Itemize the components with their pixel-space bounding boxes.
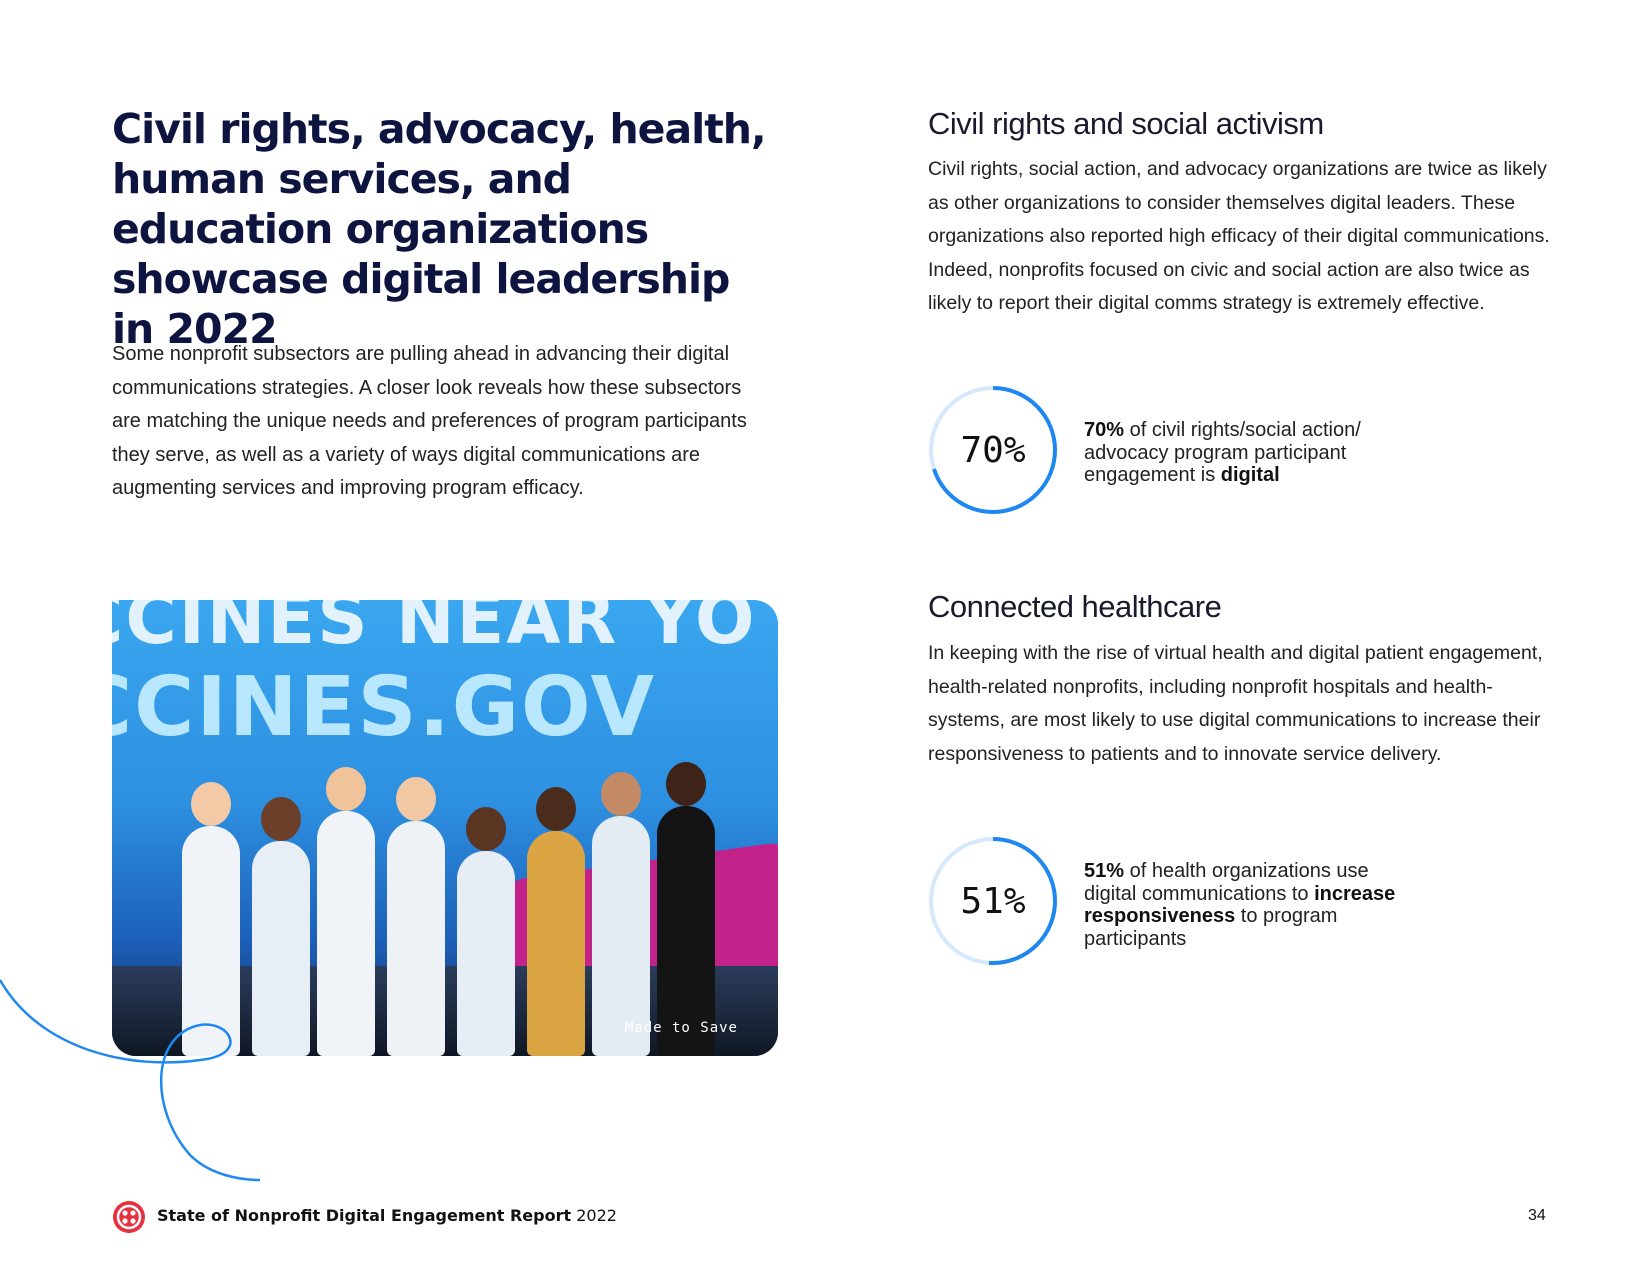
person-figure <box>387 777 445 1056</box>
bus-text-bottom: CCINES.GOV <box>112 660 656 755</box>
photo-caption: Made to Save <box>624 1020 738 1036</box>
person-figure <box>317 767 375 1056</box>
section-body-healthcare: In keeping with the rise of virtual heal… <box>928 642 1543 765</box>
person-figure <box>457 807 515 1056</box>
stat-description: 51% of health organizations use digital … <box>1084 860 1396 950</box>
person-figure <box>657 762 715 1056</box>
decorative-swirl <box>0 979 261 1182</box>
progress-ring <box>929 837 1057 965</box>
section-title-healthcare: Connected healthcare <box>928 589 1222 624</box>
stat-value: 70% <box>960 429 1026 471</box>
person-figure <box>252 797 310 1056</box>
page-headline: Civil rights, advocacy, health, human se… <box>112 105 767 353</box>
person-figure <box>182 782 240 1056</box>
section-body-civil-rights: Civil rights, social action, and advocac… <box>928 158 1550 314</box>
person-figure <box>527 787 585 1056</box>
stat-description: 70% of civil rights/social action/ advoc… <box>1084 419 1361 486</box>
section-title-civil-rights: Civil rights and social activism <box>928 106 1324 141</box>
stat-value: 51% <box>960 880 1026 922</box>
bus-text-top: CCINES NEAR YO <box>112 600 757 660</box>
progress-ring <box>929 386 1057 514</box>
footer-report-title: State of Nonprofit Digital Engagement Re… <box>157 1206 617 1225</box>
page-number: 34 <box>1528 1207 1546 1224</box>
person-figure <box>592 772 650 1056</box>
twilio-logo-icon <box>113 1201 145 1233</box>
intro-paragraph: Some nonprofit subsectors are pulling ah… <box>112 343 747 499</box>
volunteers-photo: CCINES NEAR YO CCINES.GOV Made to Save <box>112 600 778 1056</box>
